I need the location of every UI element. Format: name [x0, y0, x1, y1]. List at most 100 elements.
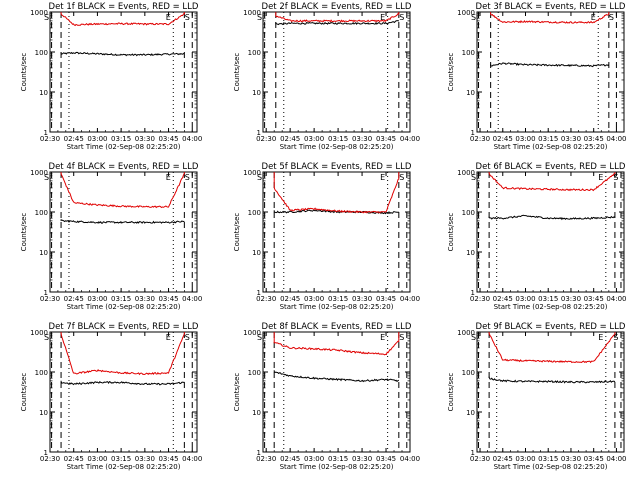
x-tick-label: 03:15 — [111, 455, 131, 463]
time-marker-label-e: E — [591, 13, 596, 22]
y-tick-label: 10 — [252, 249, 261, 257]
y-tick-label: 100 — [248, 49, 261, 57]
x-tick-label: 03:30 — [561, 135, 581, 143]
x-tick-label: 03:45 — [584, 135, 604, 143]
x-tick-label: 03:00 — [515, 295, 535, 303]
series-line-lld — [60, 12, 185, 27]
x-tick-label: 03:45 — [158, 135, 178, 143]
series-line-events — [273, 370, 400, 383]
x-tick-label: 03:00 — [304, 455, 324, 463]
x-tick-label: 03:45 — [158, 295, 178, 303]
series-line-lld — [488, 172, 616, 192]
time-marker-label-s: S — [471, 333, 476, 342]
plot-frame — [476, 331, 625, 453]
y-tick-label: 10 — [252, 89, 261, 97]
panel-title: Det 9f BLACK = Events, RED = LLD — [476, 322, 626, 332]
series-line-lld — [60, 172, 185, 209]
panel-title: Det 7f BLACK = Events, RED = LLD — [49, 322, 199, 332]
x-tick-label: 04:00 — [606, 135, 626, 143]
y-tick-label: 1000 — [30, 169, 48, 177]
series-line-events — [60, 380, 185, 386]
x-tick-label: 03:15 — [328, 135, 348, 143]
x-tick-label: 03:15 — [111, 135, 131, 143]
x-axis-label: Start Time (02-Sep-08 02:25:20) — [280, 143, 394, 151]
plot-frame — [49, 11, 198, 133]
x-tick-label: 02:30 — [470, 295, 490, 303]
y-tick-label: 1000 — [457, 9, 475, 17]
plot-frame — [262, 331, 411, 453]
panel-title: Det 4f BLACK = Events, RED = LLD — [49, 162, 199, 172]
x-tick-label: 04:00 — [182, 455, 202, 463]
x-tick-label: 03:15 — [538, 295, 558, 303]
x-axis-label: Start Time (02-Sep-08 02:25:20) — [494, 143, 608, 151]
y-tick-label: 10 — [466, 249, 475, 257]
x-axis-label: Start Time (02-Sep-08 02:25:20) — [494, 303, 608, 311]
x-tick-label: 04:00 — [182, 295, 202, 303]
x-tick-label: 04:00 — [606, 295, 626, 303]
x-tick-label: 03:45 — [584, 295, 604, 303]
y-tick-label: 1 — [257, 129, 261, 137]
y-tick-label: 1 — [471, 289, 475, 297]
y-axis-label: Counts/sec — [20, 373, 28, 412]
time-marker-label-e: E — [380, 13, 385, 22]
time-marker-label-e: E — [166, 173, 171, 182]
panel-title: Det 3f BLACK = Events, RED = LLD — [476, 2, 626, 12]
time-marker-label-s: S — [613, 173, 618, 182]
x-tick-label: 02:30 — [40, 455, 60, 463]
panel-det-6f: Det 6f BLACK = Events, RED = LLD 1 10 100 10… — [447, 162, 627, 311]
x-tick-label: 02:30 — [256, 135, 276, 143]
y-axis-label: Counts/sec — [20, 53, 28, 92]
panel-title: Det 1f BLACK = Events, RED = LLD — [49, 2, 199, 12]
x-axis-label: Start Time (02-Sep-08 02:25:20) — [67, 143, 181, 151]
plot-frame — [49, 331, 198, 453]
x-tick-label: 04:00 — [606, 455, 626, 463]
series-line-lld — [60, 332, 185, 376]
time-marker-label-s: S — [44, 333, 49, 342]
y-tick-label: 100 — [462, 209, 475, 217]
series-line-events — [60, 51, 185, 57]
panel-det-8f: Det 8f BLACK = Events, RED = LLD 1 10 100 10… — [233, 322, 420, 471]
plot-frame — [262, 171, 411, 293]
x-tick-label: 03:00 — [87, 135, 107, 143]
y-tick-label: 10 — [39, 249, 48, 257]
plot-frame — [476, 11, 625, 133]
x-tick-label: 03:00 — [87, 295, 107, 303]
y-axis-label: Counts/sec — [233, 53, 241, 92]
y-axis-label: Counts/sec — [20, 213, 28, 252]
x-tick-label: 04:00 — [400, 135, 420, 143]
panel-det-5f: Det 5f BLACK = Events, RED = LLD 1 10 100 10… — [233, 162, 420, 311]
x-axis-label: Start Time (02-Sep-08 02:25:20) — [280, 303, 394, 311]
x-tick-label: 03:30 — [135, 455, 155, 463]
series-line-events — [488, 376, 616, 384]
x-axis-label: Start Time (02-Sep-08 02:25:20) — [280, 463, 394, 471]
x-tick-label: 03:15 — [328, 295, 348, 303]
x-tick-label: 02:45 — [64, 455, 84, 463]
x-tick-label: 02:30 — [40, 135, 60, 143]
x-tick-label: 03:30 — [135, 135, 155, 143]
y-tick-label: 1000 — [243, 169, 261, 177]
x-tick-label: 03:45 — [376, 295, 396, 303]
y-tick-label: 1000 — [457, 329, 475, 337]
time-marker-label-s: S — [471, 13, 476, 22]
x-tick-label: 03:45 — [158, 455, 178, 463]
x-tick-label: 04:00 — [400, 455, 420, 463]
x-tick-label: 03:30 — [135, 295, 155, 303]
x-tick-label: 03:30 — [352, 135, 372, 143]
y-tick-label: 1 — [471, 449, 475, 457]
y-axis-label: Counts/sec — [447, 53, 455, 92]
time-marker-label-s: S — [399, 333, 404, 342]
x-tick-label: 03:30 — [352, 455, 372, 463]
time-marker-label-s: S — [609, 13, 614, 22]
x-tick-label: 02:45 — [493, 295, 513, 303]
time-marker-label-s: S — [471, 173, 476, 182]
x-tick-label: 02:45 — [280, 295, 300, 303]
y-axis-label: Counts/sec — [447, 213, 455, 252]
x-tick-label: 03:45 — [376, 455, 396, 463]
series-line-events — [275, 19, 400, 26]
x-tick-label: 03:45 — [376, 135, 396, 143]
y-tick-label: 10 — [39, 409, 48, 417]
panel-title: Det 8f BLACK = Events, RED = LLD — [262, 322, 412, 332]
time-marker-label-e: E — [598, 333, 603, 342]
time-marker-label-s: S — [399, 173, 404, 182]
plot-frame — [49, 171, 198, 293]
